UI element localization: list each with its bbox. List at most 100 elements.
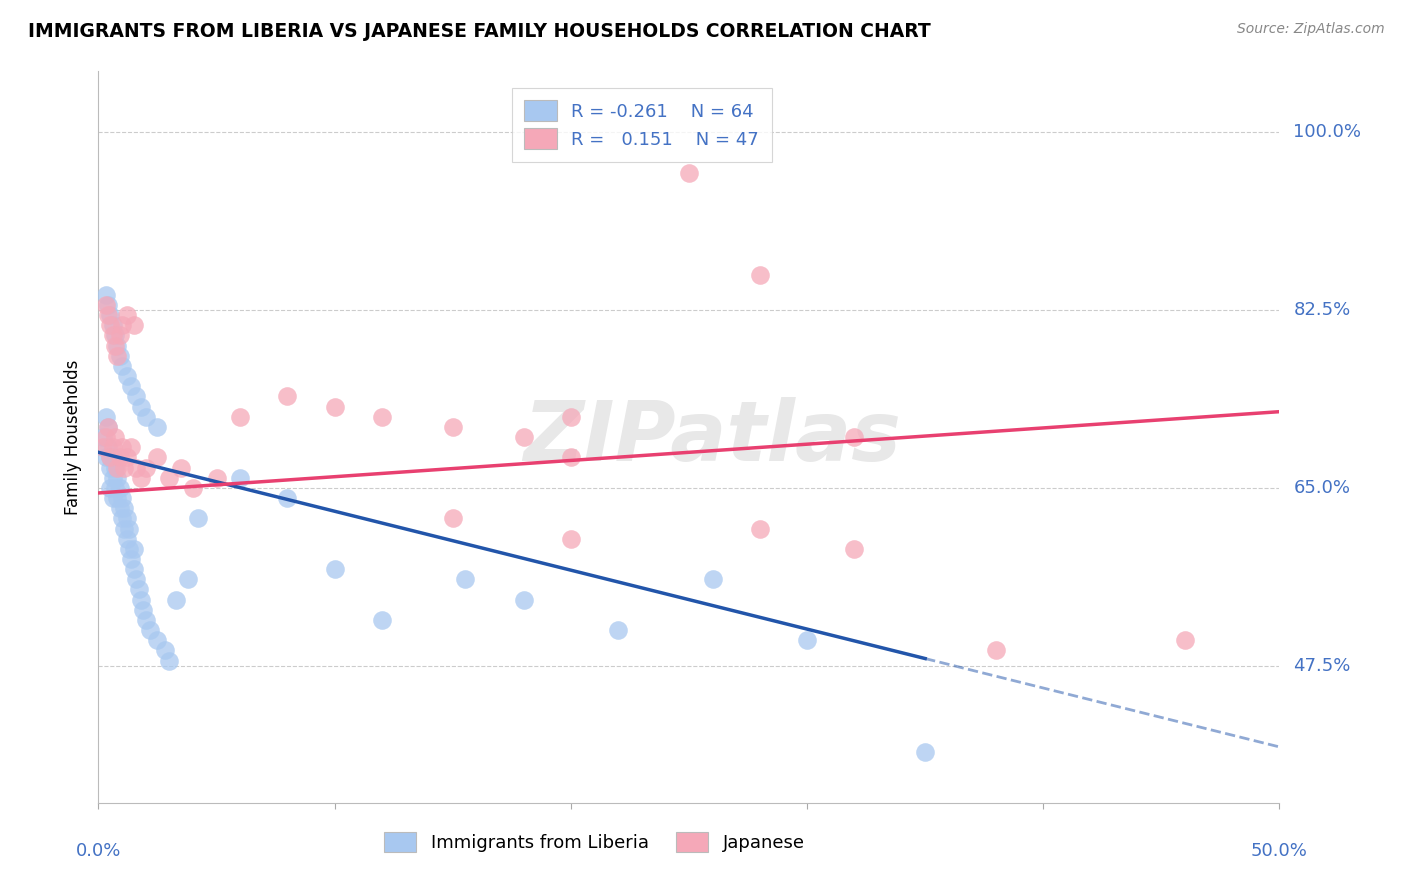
Point — [98, 460, 121, 475]
Point — [121, 379, 143, 393]
Point — [112, 460, 135, 475]
Text: 0.0%: 0.0% — [76, 842, 121, 860]
Point — [104, 328, 127, 343]
Point — [146, 420, 169, 434]
Point — [122, 541, 145, 556]
Point — [157, 654, 180, 668]
Point — [323, 562, 346, 576]
Point — [111, 318, 134, 333]
Point — [108, 501, 131, 516]
Point — [94, 430, 117, 444]
Point — [105, 460, 128, 475]
Text: 82.5%: 82.5% — [1294, 301, 1351, 319]
Point — [97, 440, 120, 454]
Point — [512, 430, 534, 444]
Point — [101, 491, 124, 505]
Point — [111, 491, 134, 505]
Point — [121, 552, 143, 566]
Point — [678, 166, 700, 180]
Point — [914, 745, 936, 759]
Point — [94, 409, 117, 424]
Point — [371, 613, 394, 627]
Point — [748, 522, 770, 536]
Point — [105, 471, 128, 485]
Point — [105, 338, 128, 352]
Point — [125, 572, 148, 586]
Point — [91, 430, 114, 444]
Point — [121, 440, 143, 454]
Point — [323, 400, 346, 414]
Point — [94, 288, 117, 302]
Point — [94, 298, 117, 312]
Point — [104, 460, 127, 475]
Point — [229, 471, 252, 485]
Text: 50.0%: 50.0% — [1251, 842, 1308, 860]
Point — [453, 572, 475, 586]
Point — [104, 338, 127, 352]
Point — [607, 623, 630, 637]
Point — [108, 450, 131, 465]
Point — [177, 572, 200, 586]
Point — [132, 603, 155, 617]
Point — [115, 308, 138, 322]
Point — [157, 471, 180, 485]
Point — [165, 592, 187, 607]
Point — [129, 400, 152, 414]
Point — [129, 471, 152, 485]
Point — [101, 318, 124, 333]
Point — [112, 522, 135, 536]
Point — [844, 541, 866, 556]
Point — [101, 440, 124, 454]
Point — [748, 268, 770, 282]
Point — [139, 623, 162, 637]
Point — [101, 471, 124, 485]
Point — [108, 349, 131, 363]
Point — [97, 298, 120, 312]
Y-axis label: Family Households: Family Households — [65, 359, 83, 515]
Point — [153, 643, 176, 657]
Point — [125, 460, 148, 475]
Point — [118, 522, 141, 536]
Point — [844, 430, 866, 444]
Text: Source: ZipAtlas.com: Source: ZipAtlas.com — [1237, 22, 1385, 37]
Point — [125, 389, 148, 403]
Point — [98, 450, 121, 465]
Point — [94, 450, 117, 465]
Point — [128, 582, 150, 597]
Point — [115, 511, 138, 525]
Point — [146, 633, 169, 648]
Point — [111, 359, 134, 373]
Point — [135, 613, 157, 627]
Point — [105, 349, 128, 363]
Point — [111, 511, 134, 525]
Point — [97, 308, 120, 322]
Text: 65.0%: 65.0% — [1294, 479, 1350, 497]
Point — [187, 511, 209, 525]
Point — [118, 541, 141, 556]
Point — [512, 592, 534, 607]
Point — [115, 369, 138, 384]
Point — [135, 409, 157, 424]
Text: ZIPatlas: ZIPatlas — [523, 397, 901, 477]
Point — [1174, 633, 1197, 648]
Point — [104, 430, 127, 444]
Point — [122, 562, 145, 576]
Point — [146, 450, 169, 465]
Point — [984, 643, 1007, 657]
Point — [181, 481, 204, 495]
Point — [108, 328, 131, 343]
Point — [98, 308, 121, 322]
Point — [98, 481, 121, 495]
Text: 47.5%: 47.5% — [1294, 657, 1351, 674]
Point — [122, 318, 145, 333]
Point — [229, 409, 252, 424]
Point — [441, 420, 464, 434]
Point — [112, 501, 135, 516]
Point — [111, 440, 134, 454]
Point — [98, 318, 121, 333]
Point — [702, 572, 724, 586]
Point — [441, 511, 464, 525]
Point — [101, 450, 124, 465]
Point — [108, 481, 131, 495]
Point — [135, 460, 157, 475]
